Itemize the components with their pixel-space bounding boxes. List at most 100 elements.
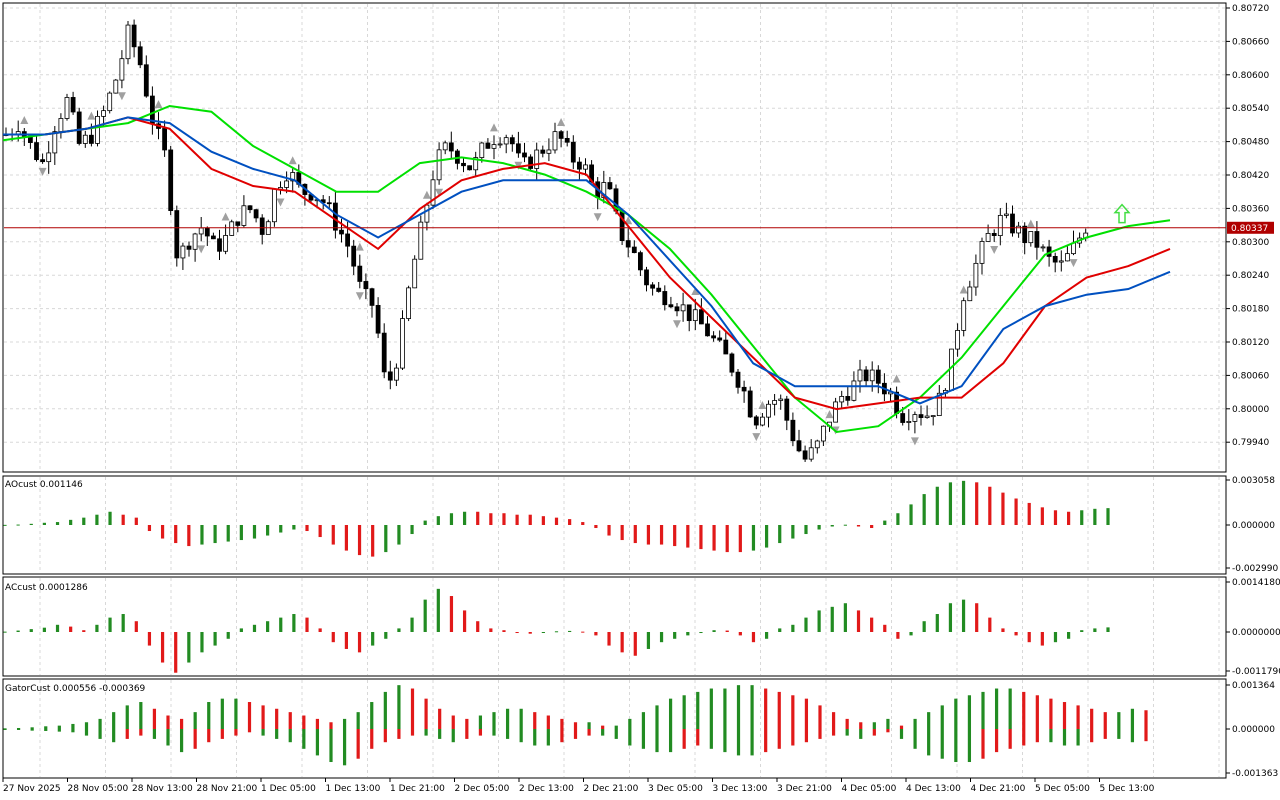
- gator-lower-bar: [736, 729, 741, 756]
- candle-body: [186, 245, 192, 250]
- candle-body: [223, 235, 229, 252]
- gator-lower-bar: [410, 729, 415, 736]
- fractal-up-marker: [87, 111, 96, 120]
- histogram-bar: [69, 519, 73, 525]
- histogram-bar: [134, 621, 138, 632]
- gator-upper-bar: [981, 691, 985, 729]
- histogram-bar: [160, 632, 165, 663]
- gator-upper-bar: [1130, 708, 1135, 729]
- time-label: 28 Nov 05:00: [68, 784, 129, 794]
- candle-body: [113, 79, 119, 94]
- gator-lower-bar: [397, 729, 401, 739]
- candle-body: [686, 304, 692, 322]
- ao-panel[interactable]: 0.003058 0.000000 -0.002990: [2, 475, 1278, 575]
- gator-lower-bar: [30, 729, 34, 731]
- histogram-bar: [55, 522, 60, 525]
- histogram-bar: [673, 632, 677, 639]
- histogram-bar: [1040, 507, 1044, 525]
- candle-body: [46, 152, 52, 163]
- gator-lower-bar: [383, 729, 387, 743]
- histogram-bar: [988, 486, 992, 525]
- gator-upper-bar: [179, 718, 184, 729]
- histogram-bar: [659, 525, 664, 545]
- price-panel[interactable]: 0.80720 0.80660 0.80600 0.80540 0.80480 0.804…: [2, 2, 1274, 473]
- current-price-tag: [1227, 221, 1274, 234]
- signal-arrow-up-icon: [1113, 203, 1131, 224]
- gator-upper-bar: [1022, 691, 1026, 729]
- fractal-up-marker: [422, 190, 431, 199]
- gator-upper-bar: [478, 715, 483, 729]
- gator-lower-bar: [71, 729, 75, 733]
- histogram-bar: [594, 525, 598, 529]
- axis-label: -0.001363: [1232, 769, 1278, 779]
- gator-upper-bar: [777, 691, 781, 729]
- histogram-bar: [371, 525, 375, 557]
- candle-body: [650, 284, 655, 289]
- histogram-bar: [804, 525, 808, 535]
- gator-upper-bar: [587, 722, 591, 729]
- candle-body: [125, 24, 131, 60]
- ac-panel[interactable]: 0.0014180 0.0000000 -0.0011790: [2, 576, 1280, 677]
- gator-lower-bar: [1130, 729, 1135, 743]
- gator-upper-bar: [1117, 712, 1121, 729]
- candle-body: [985, 233, 991, 242]
- candle-body: [34, 142, 39, 161]
- candle-body: [119, 58, 125, 81]
- fractal-down-marker: [197, 245, 206, 254]
- time-label: 28 Nov 21:00: [197, 784, 258, 794]
- gator-lower-bar: [465, 729, 469, 739]
- histogram-bar: [147, 525, 152, 532]
- fractal-up-marker: [557, 117, 566, 126]
- histogram-bar: [3, 631, 7, 633]
- candle-body: [1022, 225, 1028, 244]
- gator-lower-bar: [1035, 729, 1039, 743]
- fractal-down-marker: [38, 167, 47, 176]
- candle-body: [680, 304, 686, 312]
- candle-body: [723, 339, 729, 355]
- gator-lower-bar: [370, 729, 374, 749]
- candle-body: [735, 371, 741, 388]
- candle-body: [821, 425, 826, 442]
- gator-lower-bar: [193, 729, 197, 749]
- histogram-bar: [515, 632, 519, 634]
- gator-upper-bar: [954, 698, 958, 729]
- candle-body: [638, 252, 643, 271]
- candle-body: [424, 204, 430, 223]
- histogram-bar: [791, 624, 795, 632]
- histogram-bar: [239, 628, 243, 632]
- gator-lower-bar: [1103, 729, 1107, 739]
- histogram-bar: [843, 524, 847, 526]
- histogram-bar: [200, 525, 204, 545]
- histogram-bar: [502, 513, 506, 525]
- gator-lower-bar: [668, 729, 673, 753]
- candle-body: [107, 92, 113, 112]
- candle-body: [644, 269, 649, 286]
- gator-upper-bar: [668, 698, 673, 729]
- candle-body: [387, 371, 393, 381]
- histogram-bar: [646, 525, 651, 545]
- candle-body: [857, 369, 863, 382]
- ac-label: ACcust 0.0001286: [5, 583, 88, 593]
- candle-body: [363, 281, 369, 290]
- gator-lower-bar: [315, 729, 320, 756]
- histogram-bar: [16, 630, 20, 632]
- gator-upper-bar: [655, 705, 659, 729]
- histogram-bar: [174, 632, 178, 673]
- gator-upper-bar: [601, 725, 605, 729]
- candle-body: [82, 134, 88, 144]
- candle-body: [412, 258, 418, 289]
- histogram-bar: [82, 630, 86, 632]
- gator-upper-bar: [342, 718, 347, 729]
- gator-lower-bar: [641, 729, 646, 749]
- histogram-bar: [476, 511, 480, 525]
- candle-body: [70, 97, 76, 113]
- gator-upper-bar: [492, 712, 496, 729]
- candle-body: [692, 309, 698, 322]
- fractal-down-marker: [1069, 259, 1078, 268]
- histogram-bar: [462, 511, 467, 525]
- histogram-bar: [712, 525, 716, 551]
- gator-panel[interactable]: 0.001364 0.000000 -0.001363: [2, 678, 1278, 779]
- histogram-bar: [568, 630, 572, 632]
- gator-lower-bar: [954, 729, 958, 763]
